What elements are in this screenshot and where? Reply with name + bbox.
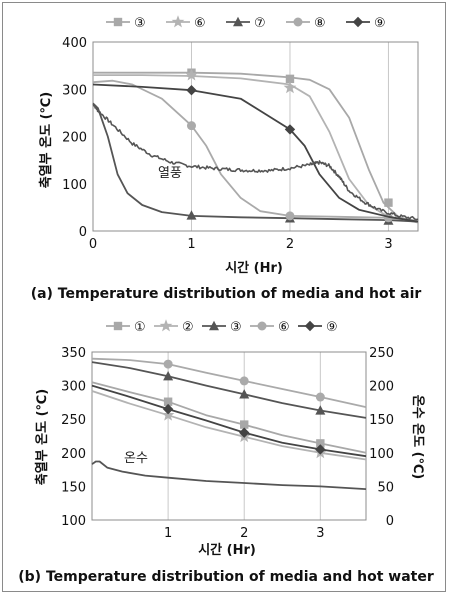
chart-a-x-tick-label: 1 — [187, 237, 195, 252]
chart-b-series-point-3 — [239, 376, 249, 386]
chart-a-legend-marker-0 — [113, 17, 123, 27]
chart-b-caption: (b) Temperature distribution of media an… — [18, 569, 434, 585]
chart-a-legend-label-1: ⑥ — [194, 16, 206, 31]
chart-b-series-point-2 — [315, 405, 326, 415]
chart-a-legend-label-0: ③ — [134, 16, 146, 31]
chart-a-series-point-4 — [186, 84, 197, 96]
chart-b-y2-tick-label: 50 — [377, 480, 394, 495]
chart-a-x-tick-label: 0 — [89, 237, 97, 252]
chart-b-series-line-4 — [91, 384, 367, 458]
chart-b-y-tick-label: 250 — [61, 413, 86, 428]
chart-b-y2label: 온수 온도 (℃) — [410, 395, 425, 480]
chart-b-x-tick-label: 3 — [316, 526, 324, 541]
chart-b-series-point-4 — [315, 444, 326, 455]
chart-a-legend-label-4: ⑨ — [374, 16, 386, 31]
chart-b-x-tick-label: 2 — [240, 526, 248, 541]
chart-a-series-line-0 — [93, 71, 419, 224]
chart-a-y-tick-label: 200 — [62, 131, 87, 146]
chart-a-y-tick-label: 100 — [62, 178, 87, 193]
chart-b-legend-marker-1 — [159, 319, 173, 332]
chart-b-series-line-3 — [91, 357, 367, 408]
chart-a-x-tick-label: 2 — [286, 237, 294, 252]
chart-a-y-tick-label: 0 — [79, 225, 87, 240]
chart-b-legend-marker-0 — [113, 321, 123, 331]
chart-a-y-tick-label: 300 — [62, 83, 87, 98]
chart-a-series-point-3 — [285, 211, 295, 221]
chart-b-y-tick-label: 300 — [61, 380, 86, 395]
chart-b-series-line-5 — [91, 460, 367, 490]
chart-a-series-line-2 — [92, 102, 419, 223]
chart-b-xlabel: 시간 (Hr) — [198, 542, 256, 558]
chart-b-legend-marker-3 — [257, 321, 267, 331]
chart-a-caption: (a) Temperature distribution of media an… — [31, 286, 422, 302]
chart-b-y-tick-label: 350 — [61, 346, 86, 361]
chart-b-series-point-4 — [239, 427, 250, 438]
chart-b-legend-label-2: ③ — [230, 320, 242, 335]
chart-b-y2-tick-label: 0 — [386, 514, 394, 529]
chart-b-x-tick-label: 1 — [164, 526, 172, 541]
chart-b-series-point-2 — [239, 389, 250, 399]
chart-a-series-line-5 — [92, 102, 419, 221]
chart-b-legend-label-0: ① — [134, 320, 146, 335]
chart-b-series-point-2 — [163, 370, 174, 381]
chart-b-legend-label-4: ⑨ — [326, 320, 338, 335]
chart-a-legend-marker-4 — [352, 16, 364, 28]
chart-b-y-tick-label: 200 — [61, 447, 86, 462]
chart-a-legend-label-2: ⑦ — [254, 16, 266, 31]
chart-a-series-point-3 — [186, 121, 196, 131]
chart-a-annotation: 열풍 — [158, 166, 182, 181]
chart-b-series-point-0 — [316, 439, 325, 448]
chart-a-series-point-2 — [186, 210, 197, 220]
chart-b-annotation: 온수 — [124, 451, 148, 466]
chart-b-series-line-2 — [91, 361, 367, 419]
chart-b-series-point-3 — [315, 392, 325, 402]
chart-b-y2-tick-label: 100 — [369, 447, 394, 462]
chart-b-y2-tick-label: 250 — [369, 346, 394, 361]
chart-b-legend-marker-2 — [209, 320, 219, 331]
chart-a-x-tick-label: 3 — [384, 237, 392, 252]
chart-b-series-point-3 — [163, 359, 173, 369]
chart-a-series-point-0 — [285, 74, 295, 84]
chart-a-xlabel: 시간 (Hr) — [225, 260, 283, 276]
chart-a-series-point-0 — [384, 198, 393, 207]
chart-b-legend-marker-4 — [304, 320, 316, 332]
chart-b-series-line-0 — [91, 381, 367, 454]
chart-b-y-tick-label: 150 — [61, 480, 86, 495]
chart-a-series-point-1 — [283, 81, 297, 94]
chart-a-legend-marker-3 — [293, 17, 303, 27]
chart-a-series-point-1 — [185, 68, 198, 81]
chart-a-ylabel: 축열부 온도 (℃) — [38, 92, 54, 188]
figure-frame — [2, 2, 446, 592]
chart-b-legend-label-3: ⑥ — [278, 320, 290, 335]
chart-a-y-tick-label: 400 — [62, 36, 87, 51]
chart-a-legend-marker-1 — [171, 15, 185, 28]
chart-b-series-line-1 — [91, 390, 367, 461]
chart-b-plot-area — [91, 351, 367, 521]
chart-a-series-point-4 — [284, 124, 296, 135]
chart-a-series-line-4 — [92, 83, 419, 223]
chart-b-y2-tick-label: 150 — [369, 413, 394, 428]
chart-b-y2-tick-label: 200 — [369, 380, 394, 395]
chart-b-legend-label-1: ② — [182, 320, 194, 335]
chart-a-legend-label-3: ⑧ — [314, 16, 326, 31]
chart-b-series-point-1 — [161, 408, 175, 421]
chart-b-ylabel: 축열부 온도 (℃) — [34, 389, 50, 485]
chart-b-y-tick-label: 100 — [61, 514, 86, 529]
chart-b-series-point-4 — [162, 403, 174, 415]
chart-b-series-point-0 — [163, 397, 173, 406]
chart-a-series-line-3 — [92, 79, 419, 222]
chart-b-series-point-0 — [240, 420, 249, 429]
chart-a-plot-area — [92, 41, 419, 232]
chart-a-legend-marker-2 — [233, 16, 243, 27]
